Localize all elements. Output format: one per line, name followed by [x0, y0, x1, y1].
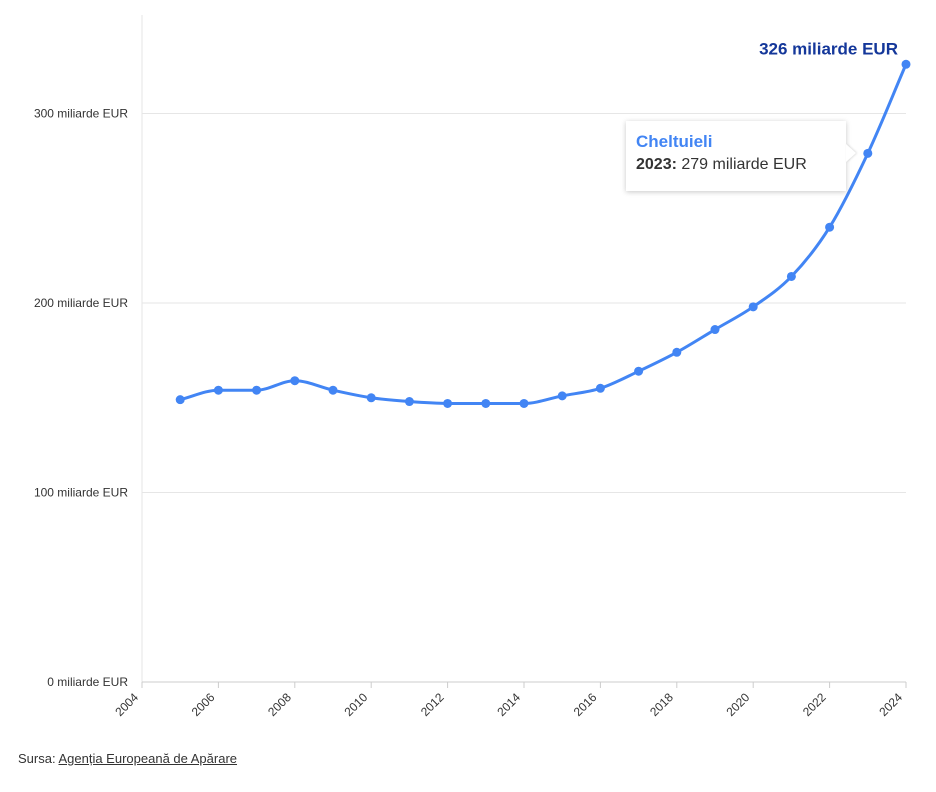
y-tick-label: 200 miliarde EUR	[34, 296, 128, 310]
data-point	[481, 398, 491, 408]
x-tick-label: 2024	[876, 690, 905, 719]
x-tick-label: 2014	[494, 690, 523, 719]
data-point	[710, 325, 720, 335]
line-chart: 0 miliarde EUR 100 miliarde EUR 200 miliar…	[34, 15, 911, 719]
x-tick-label: 2018	[647, 690, 676, 719]
data-point	[290, 376, 300, 386]
source-prefix: Sursa:	[18, 751, 56, 766]
x-tick-label: 2012	[418, 690, 447, 719]
tooltip-arrow	[846, 144, 856, 162]
data-point	[366, 393, 376, 403]
data-point	[557, 391, 567, 401]
series-line	[178, 62, 908, 405]
data-point	[404, 397, 414, 407]
data-point	[786, 271, 796, 281]
data-point	[595, 383, 605, 393]
data-point	[328, 385, 338, 395]
tooltip-value: 279 miliarde EUR	[681, 156, 807, 173]
tooltip-title: Cheltuieli	[636, 132, 713, 151]
y-tick-label: 100 miliarde EUR	[34, 486, 128, 500]
y-tick-label: 0 miliarde EUR	[47, 675, 128, 689]
data-point	[252, 385, 262, 395]
data-point	[901, 59, 911, 69]
data-point	[825, 222, 835, 232]
data-point	[748, 302, 758, 312]
x-tick-label: 2020	[724, 690, 753, 719]
y-tick-label: 300 miliarde EUR	[34, 107, 128, 121]
end-value-label: 326 miliarde EUR	[759, 39, 898, 58]
tooltip-year: 2023:	[636, 156, 677, 173]
tooltip-body: 2023: 279 miliarde EUR	[636, 153, 836, 177]
x-tick-label: 2006	[189, 690, 218, 719]
x-tick-label: 2010	[342, 690, 371, 719]
data-point	[443, 398, 453, 408]
data-point	[634, 366, 644, 376]
source-note: Sursa: Agenția Europeană de Apărare	[18, 751, 237, 766]
x-tick-label: 2008	[265, 690, 294, 719]
tooltip: Cheltuieli 2023: 279 miliarde EUR	[626, 121, 846, 191]
data-point	[519, 398, 529, 408]
chart-container: 0 miliarde EUR 100 miliarde EUR 200 miliar…	[34, 15, 911, 719]
data-point	[863, 148, 873, 158]
data-point	[175, 395, 185, 405]
x-tick-label: 2022	[800, 690, 829, 719]
data-point	[672, 347, 682, 357]
source-link[interactable]: Agenția Europeană de Apărare	[58, 751, 238, 766]
data-point	[213, 385, 223, 395]
x-tick-label: 2016	[571, 690, 600, 719]
x-tick-label: 2004	[112, 690, 141, 719]
